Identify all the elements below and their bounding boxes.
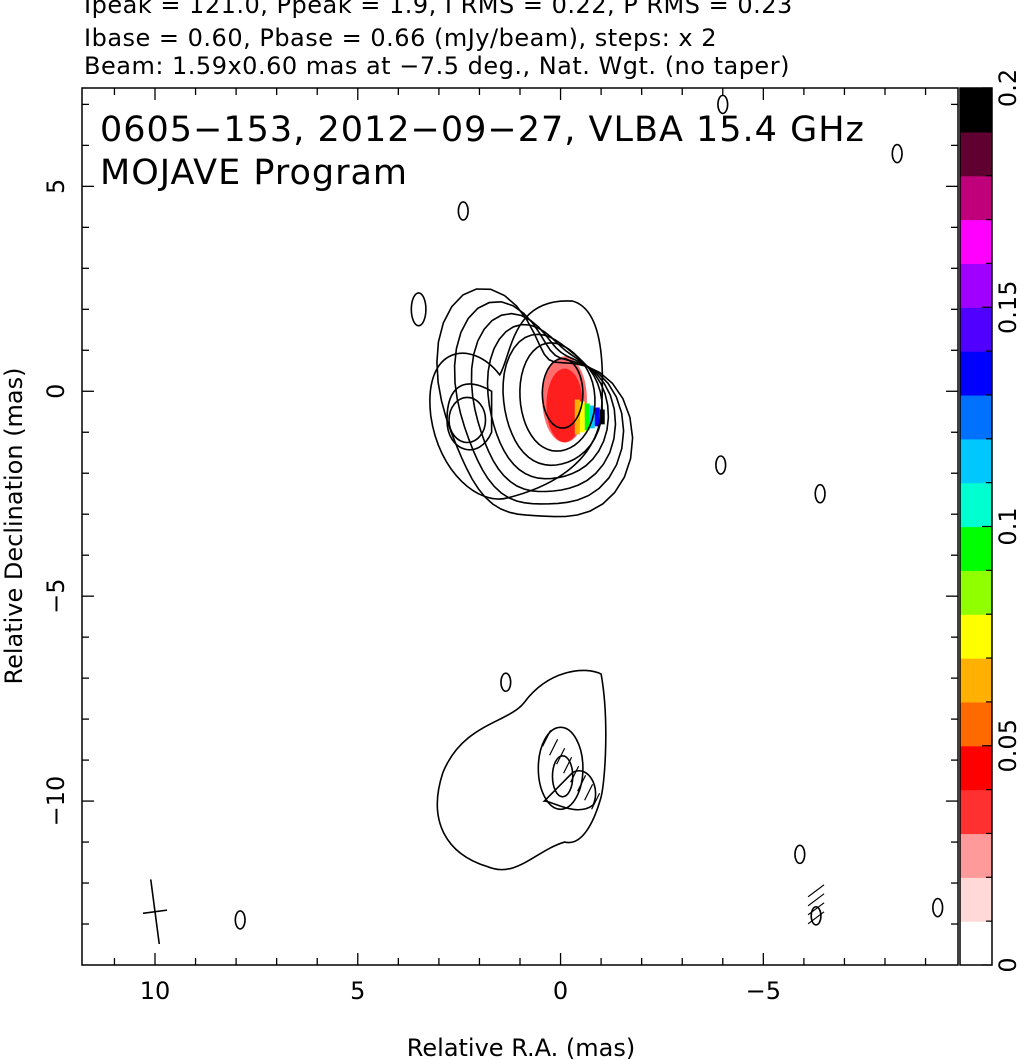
plot-frame <box>81 87 959 966</box>
noise-contour <box>810 906 822 926</box>
pol-edge-cell <box>579 401 585 433</box>
colorbar-swatch <box>960 88 992 133</box>
colorbar-tick-label: 0.05 <box>994 719 1021 772</box>
header-base-line: Ibase = 0.60, Pbase = 0.66 (mJy/beam), s… <box>84 24 718 52</box>
x-axis-title: Relative R.A. (mas) <box>407 1034 635 1060</box>
colorbar-swatch <box>960 701 992 747</box>
noise-contour <box>932 897 944 918</box>
colorbar-swatch <box>960 219 992 264</box>
noise-contour <box>717 94 729 115</box>
hatch-layer <box>542 730 825 925</box>
noise-contour <box>500 672 512 693</box>
southern-inner-contour <box>551 754 574 798</box>
panel-subtitle: MOJAVE Program <box>100 153 408 193</box>
pol-edge-cell <box>584 403 590 431</box>
colorbar-swatch <box>960 526 992 571</box>
axis-tick-labels: 10 5 0 −5 5 0 −5 −10 <box>42 179 781 1005</box>
southern-negative-contour <box>542 769 597 811</box>
hatch-mark <box>807 902 825 916</box>
hatch-mark <box>584 784 594 801</box>
secondary-inner-contour <box>448 396 487 444</box>
colorbar-swatch <box>960 745 992 791</box>
colorbar-swatch <box>960 394 992 440</box>
colorbar-swatch <box>960 175 992 221</box>
colorbar-swatch <box>960 570 992 615</box>
hatch-mark <box>563 757 573 774</box>
core-contour <box>486 323 610 480</box>
y-tick-label: −5 <box>42 578 70 613</box>
colorbar-swatch <box>960 658 992 703</box>
core-contour <box>502 333 604 467</box>
noise-contour <box>715 455 727 475</box>
header-stats-line: Ipeak = 121.0, Ppeak = 1.9, I RMS = 0.22… <box>84 0 793 19</box>
colorbar-swatch <box>960 438 992 484</box>
core-contour <box>453 300 625 505</box>
colorbar-swatch <box>960 351 992 396</box>
x-tick-label: −5 <box>746 977 781 1005</box>
colorbar-swatch <box>960 307 992 352</box>
noise-contour <box>794 844 806 865</box>
hatch-mark <box>549 739 559 756</box>
x-tick-label: 10 <box>140 977 171 1005</box>
hatch-mark <box>542 730 552 747</box>
colorbar-swatch <box>960 614 992 659</box>
noise-contour <box>891 143 903 164</box>
colorbar-swatch <box>960 482 992 528</box>
colorbar-tick-label: 0 <box>994 957 1021 972</box>
noise-contour <box>814 483 826 504</box>
colorbar-swatch <box>960 877 992 922</box>
southern-mid-contour <box>537 726 584 811</box>
colorbar-tick-label: 0.1 <box>994 507 1021 545</box>
y-axis-title: Relative Declination (mas) <box>0 367 28 684</box>
colorbar-swatch <box>960 921 992 966</box>
pol-edge-cell <box>594 407 600 427</box>
hatch-mark <box>807 893 825 907</box>
y-tick-label: 0 <box>42 384 70 399</box>
colorbar-tick-label: 0.2 <box>994 69 1021 107</box>
colorbar: 0 0.05 0.1 0.15 0.2 <box>959 69 1021 973</box>
contour-layer <box>142 94 944 945</box>
noise-contour <box>457 201 469 221</box>
beam-minor-axis <box>142 909 168 915</box>
noise-contour <box>234 910 246 930</box>
panel-title: 0605−153, 2012−09−27, VLBA 15.4 GHz <box>100 110 865 150</box>
pol-core <box>546 368 583 443</box>
core-contour <box>470 312 617 493</box>
x-tick-label: 0 <box>553 977 568 1005</box>
hatch-mark <box>570 766 580 783</box>
colorbar-swatch <box>960 131 992 177</box>
southern-outer-contour <box>436 669 607 871</box>
hatch-mark <box>807 884 825 898</box>
colorbar-tick-label: 0.15 <box>994 281 1021 334</box>
header-beam-line: Beam: 1.59x0.60 mas at −7.5 deg., Nat. W… <box>84 52 790 80</box>
colorbar-swatch <box>960 789 992 835</box>
noise-contour <box>410 292 427 327</box>
x-tick-label: 5 <box>350 977 365 1005</box>
axis-ticks <box>82 88 958 965</box>
hatch-mark <box>591 793 601 810</box>
core-contour <box>436 288 634 518</box>
colorbar-swatch <box>960 263 992 308</box>
hatch-mark <box>577 775 587 792</box>
colorbar-swatch <box>960 833 992 878</box>
y-tick-label: −10 <box>42 776 70 827</box>
hatch-mark <box>556 748 566 765</box>
y-tick-label: 5 <box>42 179 70 194</box>
hatch-mark <box>807 911 825 925</box>
secondary-peak-contour <box>446 383 493 451</box>
outer-core-contour <box>429 300 604 500</box>
